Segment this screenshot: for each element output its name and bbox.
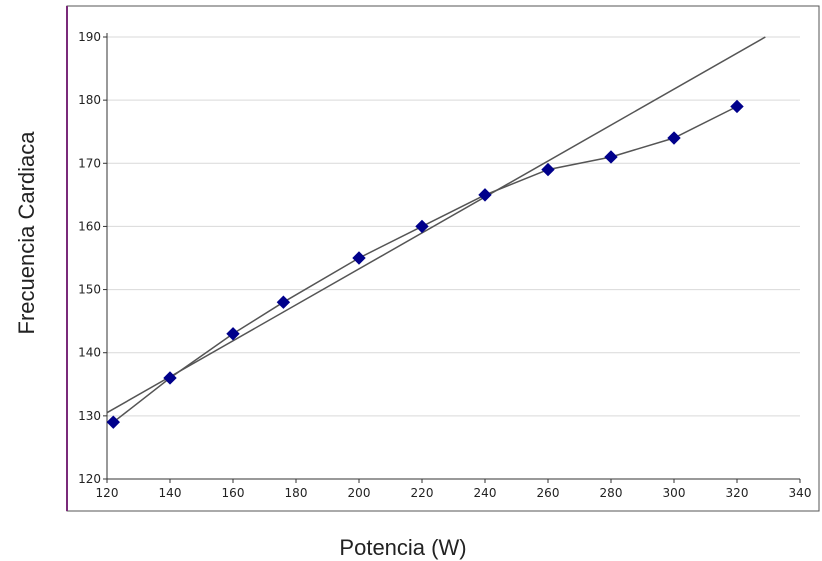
y-tick-label: 190: [78, 30, 101, 44]
x-tick-labels: 120 140 160 180 200 220 240 260 280 300 320 340: [96, 486, 812, 500]
data-point-marker: [352, 251, 366, 265]
x-tick-label: 280: [600, 486, 623, 500]
plot-frame: [66, 5, 820, 512]
data-point-marker: [163, 371, 177, 385]
x-tick-label: 200: [348, 486, 371, 500]
grid-lines: [107, 36, 800, 417]
data-point-marker: [478, 188, 492, 202]
data-point-marker: [667, 131, 681, 145]
x-tick-label: 340: [789, 486, 812, 500]
x-axis-title: Potencia (W): [339, 535, 466, 560]
x-tick-label: 240: [474, 486, 497, 500]
y-tick-label: 170: [78, 156, 101, 170]
axes: [103, 33, 801, 483]
x-tick-label: 120: [96, 486, 119, 500]
y-tick-label: 120: [78, 472, 101, 486]
y-tick-labels: 120 130 140 150 160 170 180 190: [78, 30, 101, 486]
data-point-marker: [730, 99, 744, 114]
data-point-marker: [226, 327, 240, 341]
y-tick-label: 130: [78, 409, 101, 423]
y-tick-label: 180: [78, 93, 101, 107]
data-markers: [106, 99, 744, 429]
x-tick-label: 320: [726, 486, 749, 500]
data-point-marker: [415, 219, 429, 234]
y-tick-label: 150: [78, 283, 101, 297]
y-tick-label: 160: [78, 219, 101, 233]
x-tick-label: 180: [285, 486, 308, 500]
data-point-marker: [106, 415, 121, 429]
data-point-marker: [604, 150, 618, 164]
data-point-marker: [276, 295, 291, 309]
x-tick-label: 140: [159, 486, 182, 500]
x-tick-label: 160: [222, 486, 245, 500]
y-tick-label: 140: [78, 346, 101, 360]
x-tick-label: 220: [411, 486, 434, 500]
trend-line-group: [106, 36, 766, 414]
x-tick-label: 300: [663, 486, 686, 500]
data-point-marker: [541, 162, 555, 177]
y-axis-title: Frecuencia Cardiaca: [14, 131, 39, 335]
trend-line: [106, 36, 766, 414]
x-tick-label: 260: [537, 486, 560, 500]
